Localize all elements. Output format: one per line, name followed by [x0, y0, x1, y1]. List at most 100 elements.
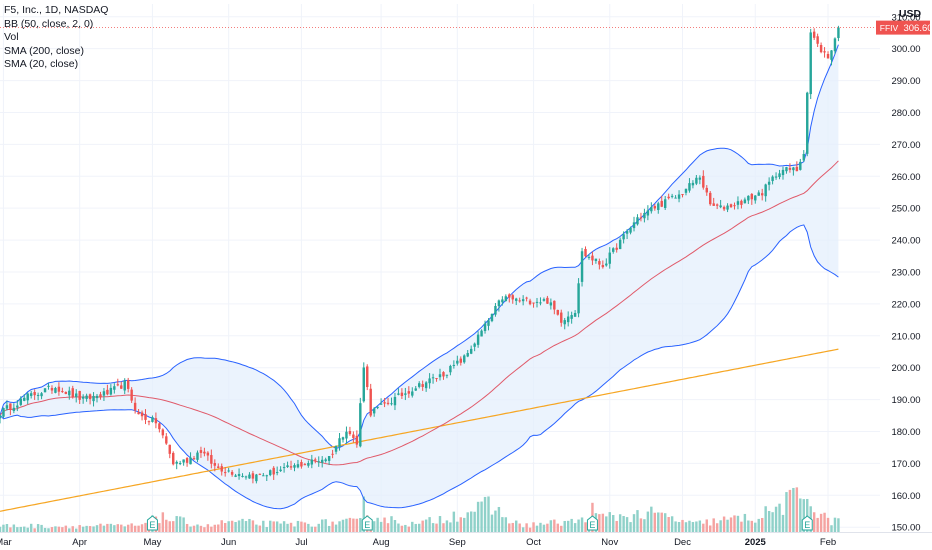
candle-body	[317, 461, 320, 463]
candle-body	[591, 255, 594, 261]
legend-sma20[interactable]: SMA (20, close)	[4, 58, 79, 70]
candle-body	[424, 382, 428, 389]
candle-body	[23, 397, 26, 401]
volume-bar	[272, 521, 275, 532]
earnings-badge	[361, 515, 373, 531]
volume-bar	[43, 527, 47, 532]
volume-bar	[754, 522, 757, 532]
time-axis: Mar Apr May Jun Jul Aug Sep Oct Nov Dec 2025 Feb	[0, 532, 932, 548]
volume-bar	[9, 527, 12, 532]
candle-body	[130, 389, 133, 401]
candle-body	[390, 403, 393, 405]
candle-body	[293, 465, 296, 468]
volume-bar	[736, 515, 740, 532]
candle-body	[712, 203, 715, 206]
candle-body	[598, 261, 601, 265]
candle-body	[151, 417, 154, 422]
volume-bar	[64, 525, 68, 532]
candle-body	[61, 391, 64, 393]
candle-body	[788, 167, 792, 170]
time-tick-label: Dec	[674, 537, 691, 548]
candle-body	[539, 302, 542, 304]
volume-bar	[331, 521, 334, 532]
candle-body	[760, 193, 764, 196]
candle-body	[476, 334, 480, 345]
volume-bar	[691, 522, 695, 532]
candle-body	[781, 169, 785, 176]
price-tick-label: 300.00	[891, 44, 920, 55]
volume-bar	[120, 524, 123, 532]
volume-bar	[566, 520, 570, 532]
volume-bar	[667, 517, 670, 532]
volume-bar	[792, 487, 795, 532]
volume-bar	[622, 516, 625, 532]
volume-bar	[459, 517, 462, 532]
candle-body	[327, 456, 331, 461]
candle-body	[643, 213, 646, 219]
volume-bar	[830, 525, 833, 532]
volume-bar	[404, 524, 407, 532]
candle-body	[123, 380, 126, 391]
volume-bar	[712, 518, 715, 532]
candle-body	[272, 467, 275, 475]
legend-sma200[interactable]: SMA (200, close)	[4, 44, 84, 57]
volume-bar	[258, 525, 262, 532]
volume-bar	[497, 506, 501, 532]
time-tick-label: Sep	[449, 537, 466, 548]
candle-body	[837, 27, 840, 39]
volume-bar	[140, 524, 144, 532]
candle-body	[830, 50, 833, 60]
candle-body	[355, 435, 359, 445]
volume-bar	[629, 522, 632, 532]
candle-body	[740, 200, 743, 205]
volume-bar	[719, 520, 722, 532]
candle-body	[566, 316, 570, 323]
volume-bar	[192, 525, 196, 532]
volume-bar	[781, 514, 785, 532]
volume-bar	[81, 526, 85, 532]
volume-bar	[546, 523, 549, 532]
volume-bar	[227, 521, 230, 532]
volume-bar	[771, 512, 774, 532]
volume-bar	[411, 521, 414, 532]
candle-body	[19, 398, 22, 405]
candle-body	[563, 320, 566, 325]
candle-body	[428, 378, 431, 384]
candle-body	[521, 299, 525, 302]
candle-body	[199, 450, 203, 453]
candle-body	[833, 38, 837, 52]
candle-body	[296, 464, 300, 468]
candle-body	[85, 395, 88, 399]
last-price-badge	[902, 20, 930, 35]
volume-bar	[556, 523, 560, 532]
candle-body	[819, 44, 823, 53]
earnings-marker: E	[801, 515, 813, 531]
volume-bar	[296, 520, 300, 532]
earnings-label: E	[804, 520, 810, 530]
volume-bar	[833, 517, 837, 532]
candle-body	[161, 429, 165, 436]
candle-body	[490, 313, 494, 322]
volume-bar	[837, 518, 840, 532]
volume-bar	[490, 514, 494, 532]
candle-body	[78, 390, 81, 400]
candle-body	[140, 412, 144, 417]
legend-vol[interactable]: Vol	[4, 31, 19, 43]
candle-body	[615, 247, 618, 250]
volume-bar	[560, 525, 563, 532]
legend-bb[interactable]: BB (50, close, 2, 0)	[4, 17, 94, 30]
volume-bar	[379, 521, 383, 532]
candle-body	[265, 475, 268, 477]
candle-body	[154, 418, 158, 424]
volume-bar	[255, 524, 258, 532]
candle-body	[674, 197, 677, 199]
volume-bar	[165, 519, 168, 532]
candle-body	[397, 393, 400, 395]
candle-body	[549, 302, 553, 306]
ticker-label: FFIV	[880, 23, 899, 33]
volume-bar	[747, 520, 750, 532]
volume-bar	[23, 526, 26, 532]
candle-body	[518, 300, 521, 302]
volume-bar	[428, 517, 431, 532]
